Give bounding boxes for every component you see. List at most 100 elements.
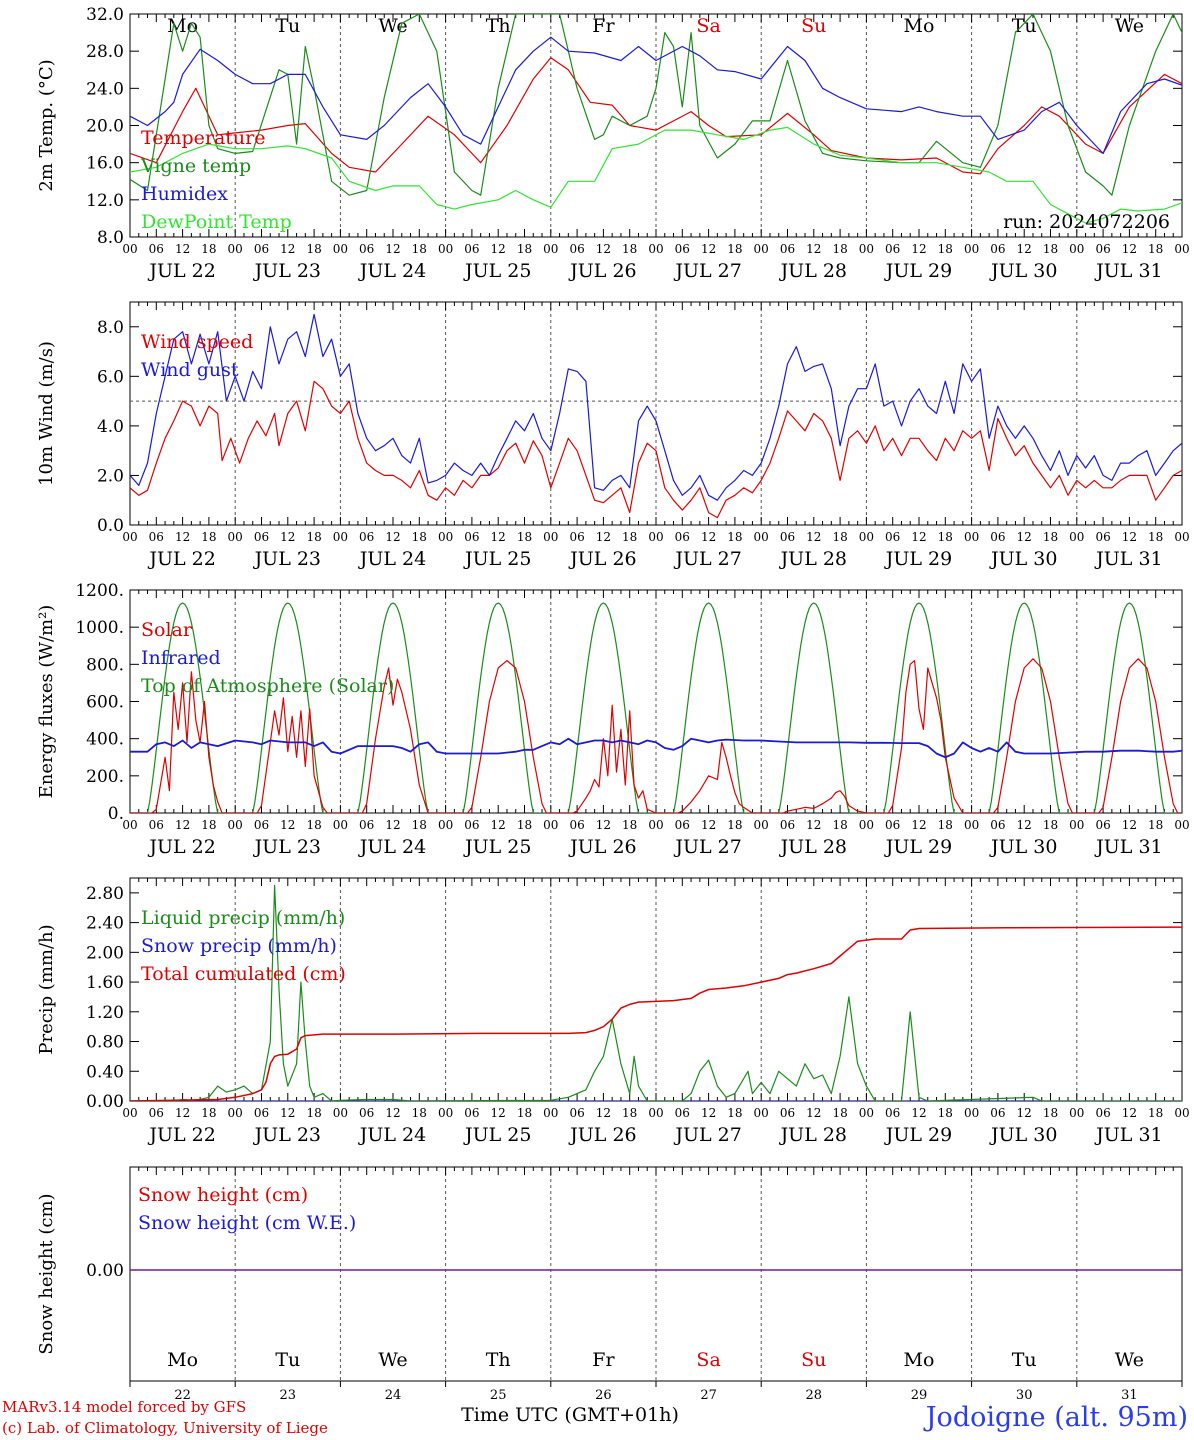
hour-tick-label: 06	[885, 818, 900, 832]
station-name: Jodoigne (alt. 95m)	[925, 1402, 1188, 1433]
hour-tick-label: 12	[1122, 242, 1137, 256]
weekday-label: We	[1115, 15, 1144, 37]
hour-tick-label: 12	[701, 1106, 716, 1120]
hour-tick-label: 00	[333, 818, 348, 832]
hour-tick-label: 00	[754, 530, 769, 544]
series-liquid-precip	[130, 884, 1182, 1101]
hour-tick-label: 00	[859, 818, 874, 832]
legend-entry: Total cumulated (cm)	[141, 963, 346, 985]
hour-tick-label: 06	[569, 818, 584, 832]
hour-tick-label: 18	[727, 242, 742, 256]
y-tick-label: 6.0	[97, 367, 124, 387]
weekday-label: We	[1115, 1349, 1144, 1371]
y-tick-label: 4.0	[97, 417, 124, 437]
hour-tick-label: 18	[201, 530, 216, 544]
date-label: JUL 31	[1094, 1124, 1162, 1146]
hour-tick-label: 12	[911, 530, 926, 544]
hour-tick-label: 12	[701, 530, 716, 544]
date-label: JUL 22	[147, 548, 215, 570]
y-tick-label: 200.	[86, 767, 124, 787]
hour-tick-label: 06	[885, 1106, 900, 1120]
y-tick-label: 8.0	[97, 318, 124, 338]
hour-tick-label: 06	[464, 242, 479, 256]
hour-tick-label: 12	[280, 242, 295, 256]
hour-tick-label: 06	[149, 1106, 164, 1120]
hour-tick-label: 18	[1043, 1106, 1058, 1120]
legend-entry: DewPoint Temp	[141, 211, 292, 233]
hour-tick-label: 18	[938, 818, 953, 832]
precip-series	[130, 884, 1182, 1101]
run-annotation: run: 2024072206	[1003, 211, 1170, 233]
hour-tick-label: 18	[622, 1106, 637, 1120]
hour-tick-label: 12	[1017, 242, 1032, 256]
legend-entry: Snow precip (mm/h)	[141, 935, 337, 957]
date-label: JUL 23	[253, 836, 321, 858]
legend-entry: Solar	[141, 619, 193, 641]
y-axis-label: Precip (mm/h)	[36, 924, 57, 1054]
hour-tick-label: 06	[149, 818, 164, 832]
day-number-label: 31	[1121, 1388, 1138, 1403]
series-top-of-atmosphere	[130, 602, 1182, 813]
weekday-label: Sa	[696, 15, 720, 37]
hour-tick-label: 18	[1043, 530, 1058, 544]
hour-tick-label: 00	[1174, 1106, 1189, 1120]
hour-tick-label: 12	[175, 530, 190, 544]
date-label: JUL 29	[884, 260, 952, 282]
date-label: JUL 25	[463, 548, 531, 570]
date-label: JUL 24	[358, 1124, 426, 1146]
y-tick-label: 0.00	[86, 1092, 124, 1112]
hour-tick-label: 00	[1174, 818, 1189, 832]
day-number-label: 25	[490, 1388, 507, 1403]
series-temperature	[130, 57, 1182, 175]
hour-tick-label: 12	[1017, 530, 1032, 544]
weekday-label: Tu	[1012, 15, 1037, 37]
date-label: JUL 22	[147, 1124, 215, 1146]
hour-tick-label: 12	[280, 1106, 295, 1120]
y-tick-label: 0.40	[86, 1062, 124, 1082]
date-label: JUL 26	[568, 548, 636, 570]
date-label: JUL 28	[779, 836, 847, 858]
hour-tick-label: 00	[1174, 242, 1189, 256]
y-axis-label: Energy fluxes (W/m²)	[36, 605, 57, 799]
y-tick-label: 1000.	[75, 618, 124, 638]
hour-tick-label: 18	[832, 1106, 847, 1120]
y-tick-label: 2.40	[86, 914, 124, 934]
y-tick-label: 28.0	[86, 42, 124, 62]
hour-tick-label: 00	[859, 530, 874, 544]
hour-tick-label: 18	[1148, 1106, 1163, 1120]
hour-tick-label: 00	[438, 242, 453, 256]
model-credit: MARv3.14 model forced by GFS	[2, 1398, 247, 1416]
hour-tick-label: 12	[911, 242, 926, 256]
legend-entry: Wind gust	[141, 359, 239, 381]
y-tick-label: 800.	[86, 655, 124, 675]
hour-tick-label: 00	[543, 818, 558, 832]
hour-tick-label: 06	[675, 1106, 690, 1120]
hour-tick-label: 18	[938, 242, 953, 256]
series-dewpoint-temp	[130, 126, 1182, 224]
weekday-label: Fr	[592, 15, 615, 37]
hour-tick-label: 06	[254, 530, 269, 544]
date-label: JUL 25	[463, 1124, 531, 1146]
legend-entry: Top of Atmosphere (Solar)	[141, 675, 394, 697]
date-label: JUL 22	[147, 260, 215, 282]
hour-tick-label: 06	[990, 818, 1005, 832]
date-label: JUL 25	[463, 836, 531, 858]
legend-entry: Humidex	[141, 183, 228, 205]
lab-credit: (c) Lab. of Climatology, University of L…	[2, 1419, 328, 1437]
hour-tick-label: 18	[1148, 818, 1163, 832]
hour-tick-label: 00	[438, 1106, 453, 1120]
hour-tick-label: 06	[464, 818, 479, 832]
hour-tick-label: 18	[832, 530, 847, 544]
hour-tick-label: 06	[359, 818, 374, 832]
hour-tick-label: 06	[885, 242, 900, 256]
plot-frame	[129, 589, 1183, 814]
hour-tick-label: 06	[254, 1106, 269, 1120]
hour-tick-label: 06	[1095, 818, 1110, 832]
y-tick-label: 0.80	[86, 1033, 124, 1053]
hour-tick-label: 18	[306, 530, 321, 544]
y-tick-label: 2.80	[86, 884, 124, 904]
hour-tick-label: 12	[806, 530, 821, 544]
date-label: JUL 23	[253, 260, 321, 282]
hour-tick-label: 00	[438, 530, 453, 544]
weekday-label: Mo	[167, 15, 198, 37]
